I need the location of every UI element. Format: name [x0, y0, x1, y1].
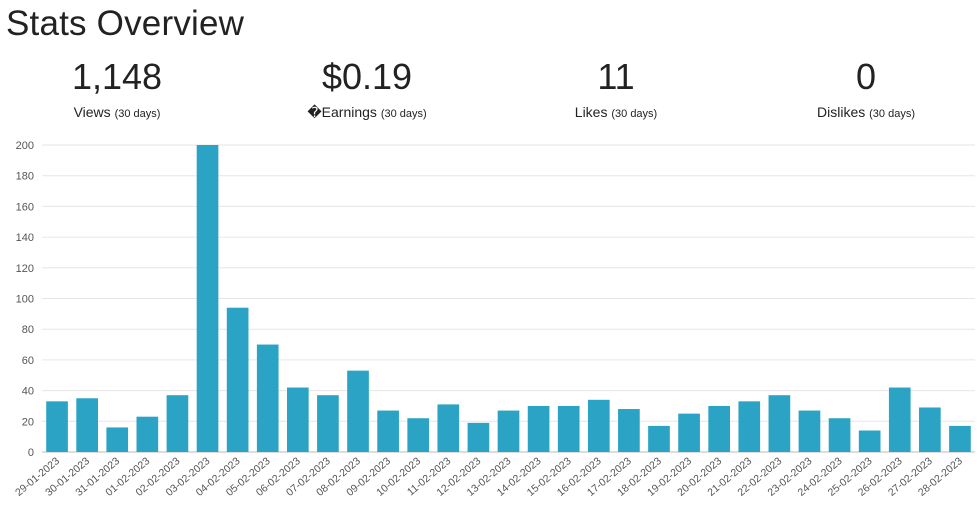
bar-26-02-2023 [888, 387, 911, 452]
bar-30-01-2023 [76, 398, 98, 452]
views-bar-chart: 02040608010012014016018020029-01-202330-… [13, 140, 975, 499]
y-tick-label: 0 [28, 447, 34, 459]
bar-22-02-2023 [768, 395, 791, 452]
bar-18-02-2023 [648, 425, 670, 452]
stat-dislikes-label-text: Dislikes [817, 104, 866, 120]
stat-earnings-value: $0.19 [321, 56, 413, 97]
y-tick-label: 20 [22, 416, 34, 428]
y-tick-label: 80 [22, 324, 34, 336]
views-chart: 0 20 40 60 80 100 120 140 160 180 200 29-01-2023 30-… [0, 130, 979, 510]
stat-likes-period: (30 days) [611, 108, 658, 120]
page-title: Stats Overview [6, 4, 245, 43]
stat-likes-label: Likes (30 days) [516, 104, 716, 120]
bar-13-02-2023 [497, 410, 520, 452]
bar-11-02-2023 [437, 404, 460, 452]
stat-likes-label-text: Likes [574, 104, 608, 120]
y-tick-label: 100 [16, 294, 34, 306]
y-tick-label: 160 [16, 201, 34, 213]
bar-09-02-2023 [377, 410, 399, 452]
bar-05-02-2023 [256, 344, 279, 452]
bar-20-02-2023 [708, 405, 731, 452]
bar-02-02-2023 [166, 395, 189, 452]
y-tick-label: 140 [16, 232, 34, 244]
bar-31-01-2023 [106, 427, 129, 452]
stat-views-value: 1,148 [71, 56, 163, 97]
bar-17-02-2023 [618, 409, 640, 452]
y-tick-label: 60 [22, 355, 34, 367]
bar-08-02-2023 [347, 370, 369, 452]
y-tick-label: 40 [22, 386, 34, 398]
bar-27-02-2023 [919, 407, 941, 452]
y-tick-label: 180 [16, 171, 34, 183]
stat-dislikes: 0 Dislikes (30 days) [766, 56, 966, 120]
bar-16-02-2023 [587, 399, 610, 452]
stat-dislikes-label: Dislikes (30 days) [766, 104, 966, 120]
stat-dislikes-value: 0 [855, 56, 877, 97]
stat-views-label-text: Views [73, 104, 111, 120]
bar-12-02-2023 [467, 422, 490, 452]
stat-earnings-label-text: �Earnings [307, 104, 377, 120]
bar-19-02-2023 [678, 413, 700, 452]
bar-03-02-2023 [196, 145, 219, 452]
bar-23-02-2023 [798, 410, 821, 452]
bar-21-02-2023 [738, 401, 761, 452]
bar-01-02-2023 [136, 416, 159, 452]
bar-04-02-2023 [226, 307, 249, 452]
bar-10-02-2023 [407, 418, 430, 452]
y-tick-label: 120 [16, 263, 34, 275]
bar-14-02-2023 [527, 405, 550, 452]
stat-earnings-period: (30 days) [380, 108, 427, 120]
stat-likes: 11 Likes (30 days) [516, 56, 716, 120]
stat-earnings: $0.19 �Earnings (30 days) [267, 56, 467, 121]
bar-28-02-2023 [949, 425, 971, 452]
y-tick-label: 200 [16, 140, 34, 152]
bar-24-02-2023 [828, 418, 851, 452]
stat-likes-value: 11 [597, 56, 635, 97]
stat-earnings-label: �Earnings (30 days) [267, 104, 467, 121]
bar-07-02-2023 [317, 395, 339, 452]
bar-15-02-2023 [557, 405, 580, 452]
bar-06-02-2023 [286, 387, 309, 452]
bar-29-01-2023 [46, 401, 68, 452]
stat-views-label: Views (30 days) [17, 104, 217, 120]
bar-25-02-2023 [858, 430, 881, 452]
stat-dislikes-period: (30 days) [869, 108, 915, 120]
stat-views: 1,148 Views (30 days) [17, 56, 217, 120]
stat-views-period: (30 days) [114, 108, 161, 120]
